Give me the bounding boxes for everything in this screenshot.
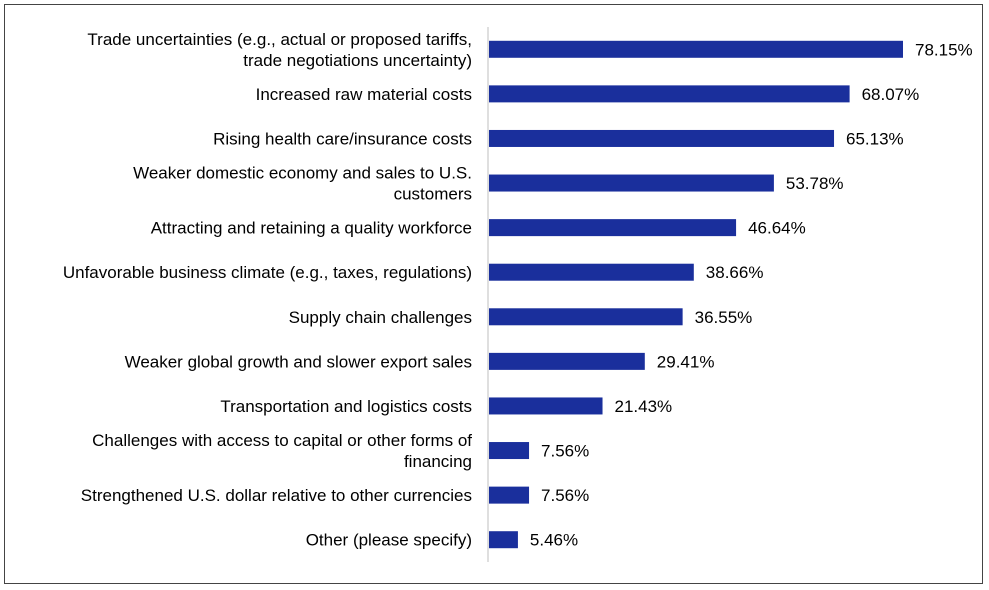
data-label: 7.56% xyxy=(541,442,589,461)
category-tick-label-line: Unfavorable business climate (e.g., taxe… xyxy=(63,263,472,282)
category-tick-label: Rising health care/insurance costs xyxy=(213,129,472,148)
bar xyxy=(489,397,603,415)
bars-layer xyxy=(489,40,903,549)
category-tick-label: Strengthened U.S. dollar relative to oth… xyxy=(81,486,472,505)
bar xyxy=(489,40,903,58)
bar xyxy=(489,263,694,281)
category-tick-label: Unfavorable business climate (e.g., taxe… xyxy=(63,263,472,282)
data-label: 5.46% xyxy=(530,531,578,550)
bar xyxy=(489,308,683,326)
bar xyxy=(489,352,645,370)
bar xyxy=(489,219,737,237)
category-tick-label: Trade uncertainties (e.g., actual or pro… xyxy=(87,30,472,70)
category-tick-label: Challenges with access to capital or oth… xyxy=(92,431,472,471)
category-tick-label-line: Challenges with access to capital or oth… xyxy=(92,431,472,450)
category-tick-label-line: Transportation and logistics costs xyxy=(220,397,472,416)
data-label: 36.55% xyxy=(695,308,753,327)
category-tick-label: Increased raw material costs xyxy=(256,85,472,104)
data-label: 68.07% xyxy=(862,85,920,104)
category-tick-label-line: Attracting and retaining a quality workf… xyxy=(151,219,472,238)
data-label: 21.43% xyxy=(615,397,673,416)
category-tick-label-line: Supply chain challenges xyxy=(289,308,472,327)
category-tick-label-line: trade negotiations uncertainty) xyxy=(243,51,472,70)
data-label: 38.66% xyxy=(706,263,764,282)
category-tick-label-line: Strengthened U.S. dollar relative to oth… xyxy=(81,486,472,505)
data-label: 29.41% xyxy=(657,352,715,371)
category-tick-label-line: Weaker domestic economy and sales to U.S… xyxy=(133,164,472,183)
category-tick-label: Weaker global growth and slower export s… xyxy=(125,352,472,371)
data-label: 78.15% xyxy=(915,40,973,59)
category-tick-label-line: Other (please specify) xyxy=(306,531,472,550)
category-tick-label: Other (please specify) xyxy=(306,531,472,550)
data-label: 46.64% xyxy=(748,219,806,238)
bar xyxy=(489,486,530,504)
labels-layer: 78.15% Trade uncertainties (e.g., actual … xyxy=(63,30,973,550)
data-label: 65.13% xyxy=(846,129,904,148)
bar xyxy=(489,442,530,460)
bar xyxy=(489,129,835,147)
category-tick-label: Weaker domestic economy and sales to U.S… xyxy=(133,164,472,204)
category-tick-label-line: financing xyxy=(404,452,472,471)
category-tick-label-line: Weaker global growth and slower export s… xyxy=(125,352,472,371)
bar xyxy=(489,531,518,549)
category-tick-label: Supply chain challenges xyxy=(289,308,472,327)
category-tick-label: Attracting and retaining a quality workf… xyxy=(151,219,472,238)
category-tick-label-line: Rising health care/insurance costs xyxy=(213,129,472,148)
category-tick-label-line: Increased raw material costs xyxy=(256,85,472,104)
data-label: 7.56% xyxy=(541,486,589,505)
category-tick-label-line: customers xyxy=(394,185,472,204)
category-tick-label-line: Trade uncertainties (e.g., actual or pro… xyxy=(87,30,472,49)
bar xyxy=(489,174,774,192)
data-label: 53.78% xyxy=(786,174,844,193)
bar xyxy=(489,85,850,103)
category-tick-label: Transportation and logistics costs xyxy=(220,397,472,416)
